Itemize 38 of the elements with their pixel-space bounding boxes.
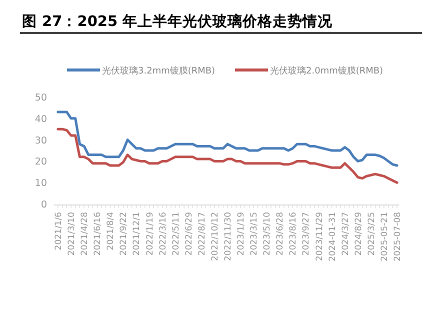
y-tick-label: 40	[34, 114, 47, 125]
x-tick-label: 2023/9/27	[302, 212, 312, 256]
x-tick-label: 2023/3/15	[250, 212, 260, 256]
x-tick-label: 2021/1/6	[54, 212, 64, 250]
x-tick-label: 2024/3/27	[340, 212, 351, 256]
x-tick-label: 2025/3/25	[366, 212, 377, 256]
x-tick-label: 2023/6/28	[276, 212, 286, 256]
x-tick-label: 2025-07-08	[393, 212, 403, 262]
x-tick-label: 2021/3/10	[67, 212, 78, 256]
x-tick-label: 2023/8/16	[288, 212, 299, 256]
y-tick-label: 50	[34, 92, 47, 104]
x-tick-label: 2025-05-21	[380, 212, 390, 262]
x-tick-label: 2023/11/29	[314, 212, 325, 261]
x-tick-label: 2022/1/19	[145, 212, 156, 256]
x-tick-label: 2024/8/29	[354, 212, 364, 256]
line-series	[56, 110, 398, 167]
x-tick-label: 2021/4/28	[80, 212, 90, 256]
x-tick-label: 2021/8/4	[106, 212, 116, 250]
x-tick-label: 2023/5/10	[262, 212, 273, 256]
x-tick-label: 2022/5/11	[171, 212, 182, 256]
y-tick-label: 30	[34, 135, 47, 146]
y-tick-label: 0	[40, 200, 47, 210]
x-tick-label: 2022/6/29	[184, 212, 194, 256]
line-series	[56, 128, 398, 184]
x-tick-label: 2022/3/16	[158, 212, 168, 256]
x-tick-label: 2022/8/17	[197, 212, 208, 256]
x-tick-label: 2022/10/12	[210, 212, 220, 261]
y-tick-label: 20	[34, 156, 47, 168]
legend-label: 光伏玻璃3.2mm镀膜(RMB)	[102, 66, 216, 76]
y-tick-label: 10	[34, 178, 47, 190]
chart-title: 图 27：2025 年上半年光伏玻璃价格走势情况	[22, 12, 334, 30]
x-tick-label: 2021/12/1	[132, 212, 142, 256]
x-tick-label: 2023/1/19	[236, 212, 247, 256]
x-tick-label: 2024-01-31	[328, 212, 338, 262]
x-tick-label: 2022/11/30	[224, 212, 234, 261]
x-tick-label: 2021/6/16	[93, 212, 104, 256]
x-tick-label: 2021/9/22	[119, 212, 130, 256]
legend-label: 光伏玻璃2.0mm镀膜(RMB)	[270, 66, 384, 76]
